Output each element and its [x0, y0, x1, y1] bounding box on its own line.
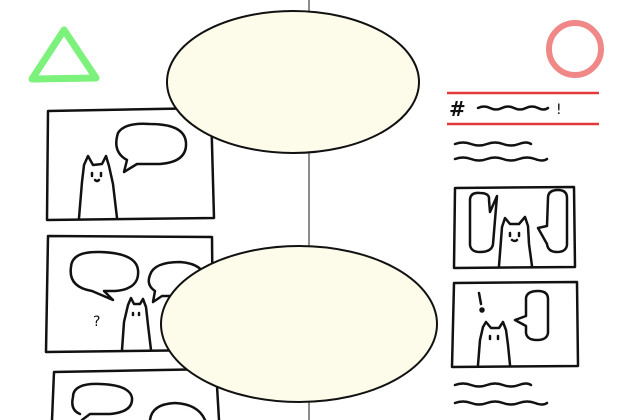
cat-face: [488, 334, 500, 341]
text-squiggle: [453, 141, 533, 147]
speech-bubble-icon: [115, 122, 188, 174]
cat-face: [508, 231, 521, 243]
hashtag-symbol: #: [449, 97, 466, 121]
top-empty-oval: [166, 10, 420, 154]
text-squiggle: [453, 382, 533, 388]
cat-icon: [476, 320, 512, 367]
circle-mark-icon: [546, 20, 604, 78]
right-panel-1: [452, 185, 577, 270]
right-comic-strip: [450, 105, 580, 406]
speech-bubble-icon: [69, 250, 140, 302]
question-mark: ?: [93, 314, 100, 330]
speech-bubble-icon: [536, 188, 569, 254]
right-header-rules: [447, 91, 599, 126]
text-squiggle: [453, 400, 549, 406]
cat-icon: [497, 215, 534, 268]
cat-face: [90, 171, 103, 183]
speech-bubble-icon: [148, 401, 207, 420]
left-panel-1: [45, 106, 216, 222]
speech-bubble-icon: [71, 382, 134, 420]
triangle-mark-icon: [28, 26, 100, 83]
title-squiggle: [476, 105, 550, 111]
exclamation-mark-drawn: [477, 291, 485, 313]
bottom-empty-oval: [160, 245, 438, 403]
exclamation-symbol: !: [556, 102, 562, 118]
cat-icon: [120, 296, 153, 352]
cat-face: [131, 311, 141, 317]
right-panel-2: [450, 280, 580, 369]
text-squiggle: [453, 156, 549, 162]
cat-icon: [77, 154, 119, 220]
speech-bubble-icon: [468, 191, 499, 254]
speech-bubble-icon: [513, 289, 550, 342]
